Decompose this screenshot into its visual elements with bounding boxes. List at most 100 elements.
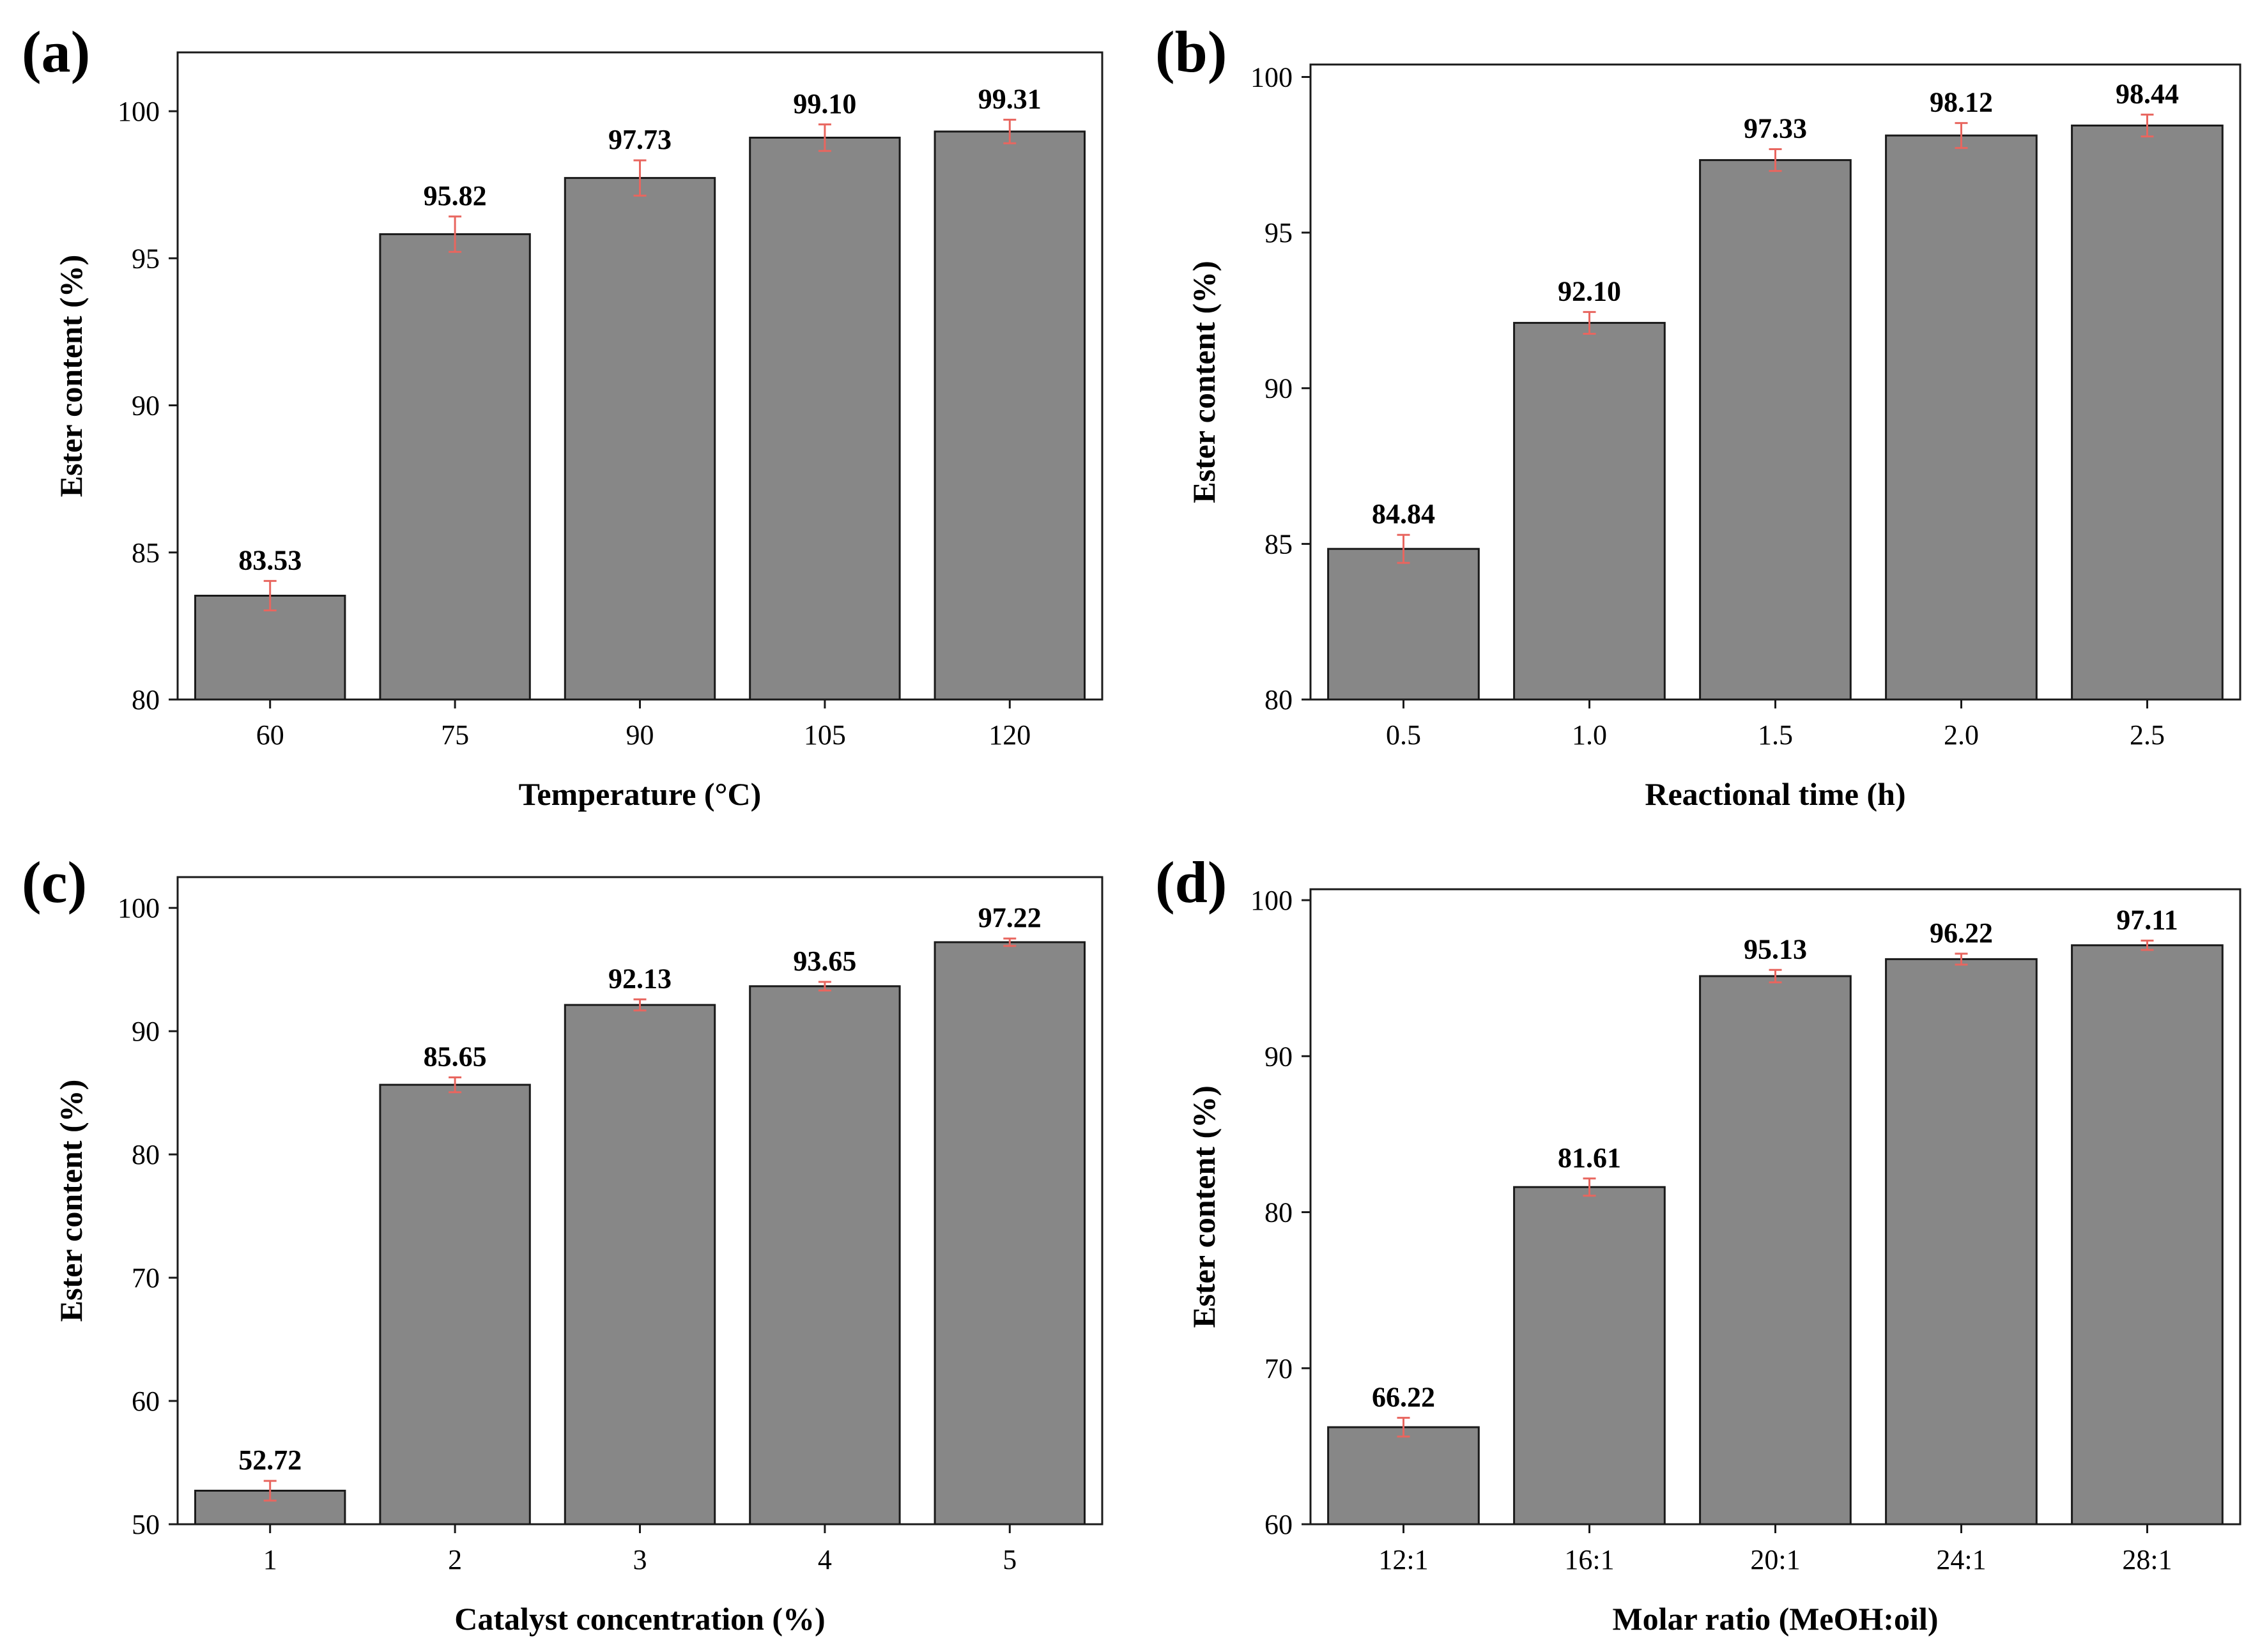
- y-axis-label: Ester content (%): [1186, 1085, 1222, 1328]
- x-tick-label: 2: [448, 1544, 462, 1575]
- y-tick-label: 90: [1265, 1041, 1293, 1072]
- x-tick-label: 90: [626, 719, 654, 751]
- panel-label: (c): [22, 850, 87, 915]
- error-bar: [263, 579, 277, 611]
- data-label: 92.10: [1558, 275, 1621, 307]
- bar: [749, 137, 901, 701]
- data-label: 85.65: [424, 1041, 487, 1073]
- x-tick-label: 16:1: [1564, 1544, 1614, 1575]
- data-label: 95.13: [1744, 933, 1807, 965]
- bar: [194, 595, 346, 701]
- y-tick-label: 60: [1265, 1509, 1293, 1540]
- bar: [934, 130, 1086, 701]
- y-tick-label: 70: [132, 1262, 160, 1294]
- chart-panel-d: 66.22 12:1 81.61 16:1 95.13 20:1 96.22 24:1 97.1…: [1155, 850, 2241, 1637]
- x-tick-label: 12:1: [1378, 1544, 1428, 1575]
- error-bar: [449, 1076, 462, 1094]
- bar: [1885, 134, 2038, 701]
- x-axis-label: Molar ratio (MeOH:oil): [1612, 1601, 1938, 1637]
- error-bar: [1397, 533, 1410, 564]
- y-tick-label: 60: [132, 1386, 160, 1417]
- x-tick-label: 1.0: [1572, 719, 1607, 751]
- x-tick-label: 28:1: [2122, 1544, 2172, 1575]
- x-tick-label: 105: [804, 719, 846, 751]
- y-axis-label: Ester content (%): [1186, 261, 1222, 503]
- x-tick-label: 2.0: [1944, 719, 1979, 751]
- error-bar: [633, 998, 647, 1012]
- error-bar: [263, 1480, 277, 1502]
- y-tick-label: 85: [1265, 528, 1293, 560]
- bar: [2071, 125, 2224, 701]
- panel-label: (b): [1155, 19, 1227, 84]
- y-tick-label: 80: [132, 1139, 160, 1170]
- y-tick-label: 80: [1265, 1197, 1293, 1228]
- y-tick-label: 90: [1265, 373, 1293, 404]
- y-tick-label: 80: [132, 684, 160, 715]
- x-axis-label: Reactional time (h): [1645, 776, 1905, 812]
- data-label: 96.22: [1930, 917, 1993, 949]
- x-tick-label: 75: [441, 719, 469, 751]
- chart-panel-c: 52.72 1 85.65 2 92.13 3 93.65 4 97.22 5 50 60 70 80 90…: [22, 850, 1103, 1637]
- bar: [379, 233, 531, 701]
- bar: [1327, 1426, 1480, 1526]
- plot-frame: [1309, 888, 2241, 1526]
- x-tick-label: 5: [1003, 1544, 1017, 1575]
- bar: [1885, 958, 2038, 1526]
- data-label: 66.22: [1372, 1381, 1435, 1412]
- bar: [1513, 321, 1666, 701]
- bar: [1327, 547, 1480, 701]
- y-tick-label: 100: [1250, 62, 1293, 93]
- error-bar: [818, 981, 831, 991]
- bar: [379, 1083, 531, 1526]
- panel-label: (a): [22, 19, 90, 84]
- data-label: 98.12: [1930, 87, 1993, 118]
- x-axis-label: Temperature (°C): [519, 776, 762, 812]
- x-axis-label: Catalyst concentration (%): [454, 1601, 825, 1637]
- data-label: 97.22: [978, 902, 1042, 933]
- y-tick-label: 90: [132, 390, 160, 422]
- y-tick-label: 95: [132, 243, 160, 274]
- bar: [1699, 975, 1852, 1526]
- data-label: 83.53: [238, 544, 302, 576]
- error-bar: [1003, 937, 1017, 947]
- plot-frame: [176, 51, 1103, 701]
- x-tick-label: 1: [263, 1544, 277, 1575]
- x-tick-label: 3: [633, 1544, 647, 1575]
- bar: [934, 941, 1086, 1526]
- error-bar: [633, 159, 647, 197]
- error-bar: [2141, 939, 2154, 951]
- error-bar: [818, 123, 831, 152]
- data-label: 93.65: [793, 945, 856, 977]
- data-label: 52.72: [238, 1444, 302, 1476]
- data-label: 97.11: [2116, 904, 2178, 935]
- error-bar: [1769, 148, 1782, 172]
- error-bar: [1955, 122, 1968, 149]
- plot-frame: [1309, 63, 2241, 701]
- chart-panel-a: 83.53 60 95.82 75 97.73 90 99.10 105 99.31 120 80 8…: [22, 19, 1103, 812]
- error-bar: [2141, 113, 2154, 138]
- bar: [564, 177, 716, 701]
- y-axis-label: Ester content (%): [53, 255, 89, 498]
- data-label: 97.73: [608, 124, 672, 155]
- y-tick-label: 85: [132, 537, 160, 569]
- x-tick-label: 120: [988, 719, 1031, 751]
- y-tick-label: 50: [132, 1509, 160, 1540]
- x-tick-label: 4: [818, 1544, 832, 1575]
- bar: [749, 985, 901, 1526]
- bar: [1699, 159, 1852, 701]
- data-label: 99.10: [793, 88, 856, 119]
- data-label: 92.13: [608, 963, 672, 994]
- x-tick-label: 60: [256, 719, 284, 751]
- x-tick-label: 2.5: [2130, 719, 2165, 751]
- data-label: 81.61: [1558, 1142, 1621, 1174]
- y-tick-label: 100: [118, 96, 160, 127]
- y-axis-label: Ester content (%): [53, 1080, 89, 1322]
- error-bar: [1955, 952, 1968, 966]
- y-tick-label: 95: [1265, 217, 1293, 249]
- x-tick-label: 0.5: [1386, 719, 1421, 751]
- data-label: 98.44: [2116, 78, 2179, 109]
- error-bar: [1769, 968, 1782, 984]
- data-label: 99.31: [978, 83, 1042, 114]
- error-bar: [1003, 118, 1017, 144]
